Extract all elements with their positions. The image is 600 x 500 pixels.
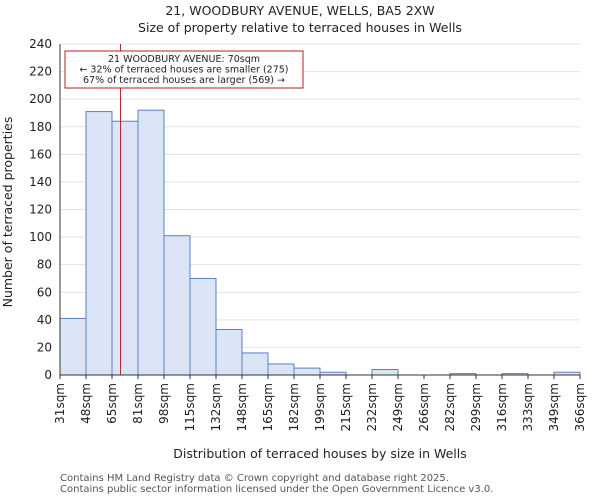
- x-tick-label: 215sqm: [339, 383, 353, 431]
- histogram-bar: [85, 111, 113, 376]
- chart-subtitle: Size of property relative to terraced ho…: [138, 20, 462, 35]
- y-tick-label: 180: [29, 120, 52, 134]
- x-tick-label: 299sqm: [469, 383, 483, 431]
- x-tick-label: 333sqm: [521, 383, 535, 431]
- y-tick-label: 140: [29, 175, 52, 189]
- x-tick-label: 165sqm: [261, 383, 275, 431]
- histogram-bar: [111, 120, 139, 376]
- y-tick-label: 80: [37, 258, 52, 272]
- x-tick-label: 266sqm: [417, 383, 431, 431]
- x-tick-label: 98sqm: [157, 383, 171, 424]
- x-tick-label: 81sqm: [131, 383, 145, 424]
- annotation-line1: 21 WOODBURY AVENUE: 70sqm: [108, 54, 260, 65]
- x-tick-label: 366sqm: [573, 383, 587, 431]
- x-tick-label: 148sqm: [235, 383, 249, 431]
- y-tick-label: 200: [29, 92, 52, 106]
- histogram-bar: [371, 368, 399, 376]
- y-tick-label: 0: [44, 368, 52, 382]
- x-axis-title: Distribution of terraced houses by size …: [173, 446, 467, 461]
- annotation-line3: 67% of terraced houses are larger (569) …: [83, 75, 285, 86]
- x-tick-label: 199sqm: [313, 383, 327, 431]
- x-tick-label: 182sqm: [287, 383, 301, 431]
- y-tick-label: 240: [29, 37, 52, 51]
- y-tick-label: 20: [37, 340, 52, 354]
- x-tick-label: 132sqm: [209, 383, 223, 431]
- histogram-bar: [59, 317, 87, 376]
- x-tick-label: 48sqm: [79, 383, 93, 424]
- annotation-box: [64, 50, 304, 89]
- y-tick-label: 220: [29, 65, 52, 79]
- y-tick-label: 60: [37, 285, 52, 299]
- x-tick-label: 115sqm: [183, 383, 197, 431]
- y-tick-label: 120: [29, 203, 52, 217]
- histogram-bar: [137, 109, 165, 376]
- x-tick-label: 65sqm: [105, 383, 119, 424]
- x-tick-label: 316sqm: [495, 383, 509, 431]
- x-tick-label: 349sqm: [547, 383, 561, 431]
- histogram-bar: [267, 363, 295, 376]
- chart-title: 21, WOODBURY AVENUE, WELLS, BA5 2XW: [165, 3, 435, 18]
- x-tick-label: 31sqm: [53, 383, 67, 424]
- y-tick-label: 160: [29, 147, 52, 161]
- y-tick-label: 100: [29, 230, 52, 244]
- histogram-bar: [215, 328, 243, 376]
- footer-copyright: Contains HM Land Registry data © Crown c…: [60, 473, 449, 484]
- x-tick-label: 282sqm: [443, 383, 457, 431]
- histogram-bar: [293, 367, 321, 376]
- x-tick-label: 249sqm: [391, 383, 405, 431]
- y-axis-title: Number of terraced properties: [0, 117, 15, 308]
- y-tick-label: 40: [37, 313, 52, 327]
- histogram-bar: [189, 277, 217, 376]
- histogram-bar: [163, 235, 191, 376]
- x-tick-label: 232sqm: [365, 383, 379, 431]
- annotation-line2: ← 32% of terraced houses are smaller (27…: [79, 65, 288, 76]
- footer-licence: Contains public sector information licen…: [60, 484, 494, 495]
- histogram-bar: [241, 352, 269, 376]
